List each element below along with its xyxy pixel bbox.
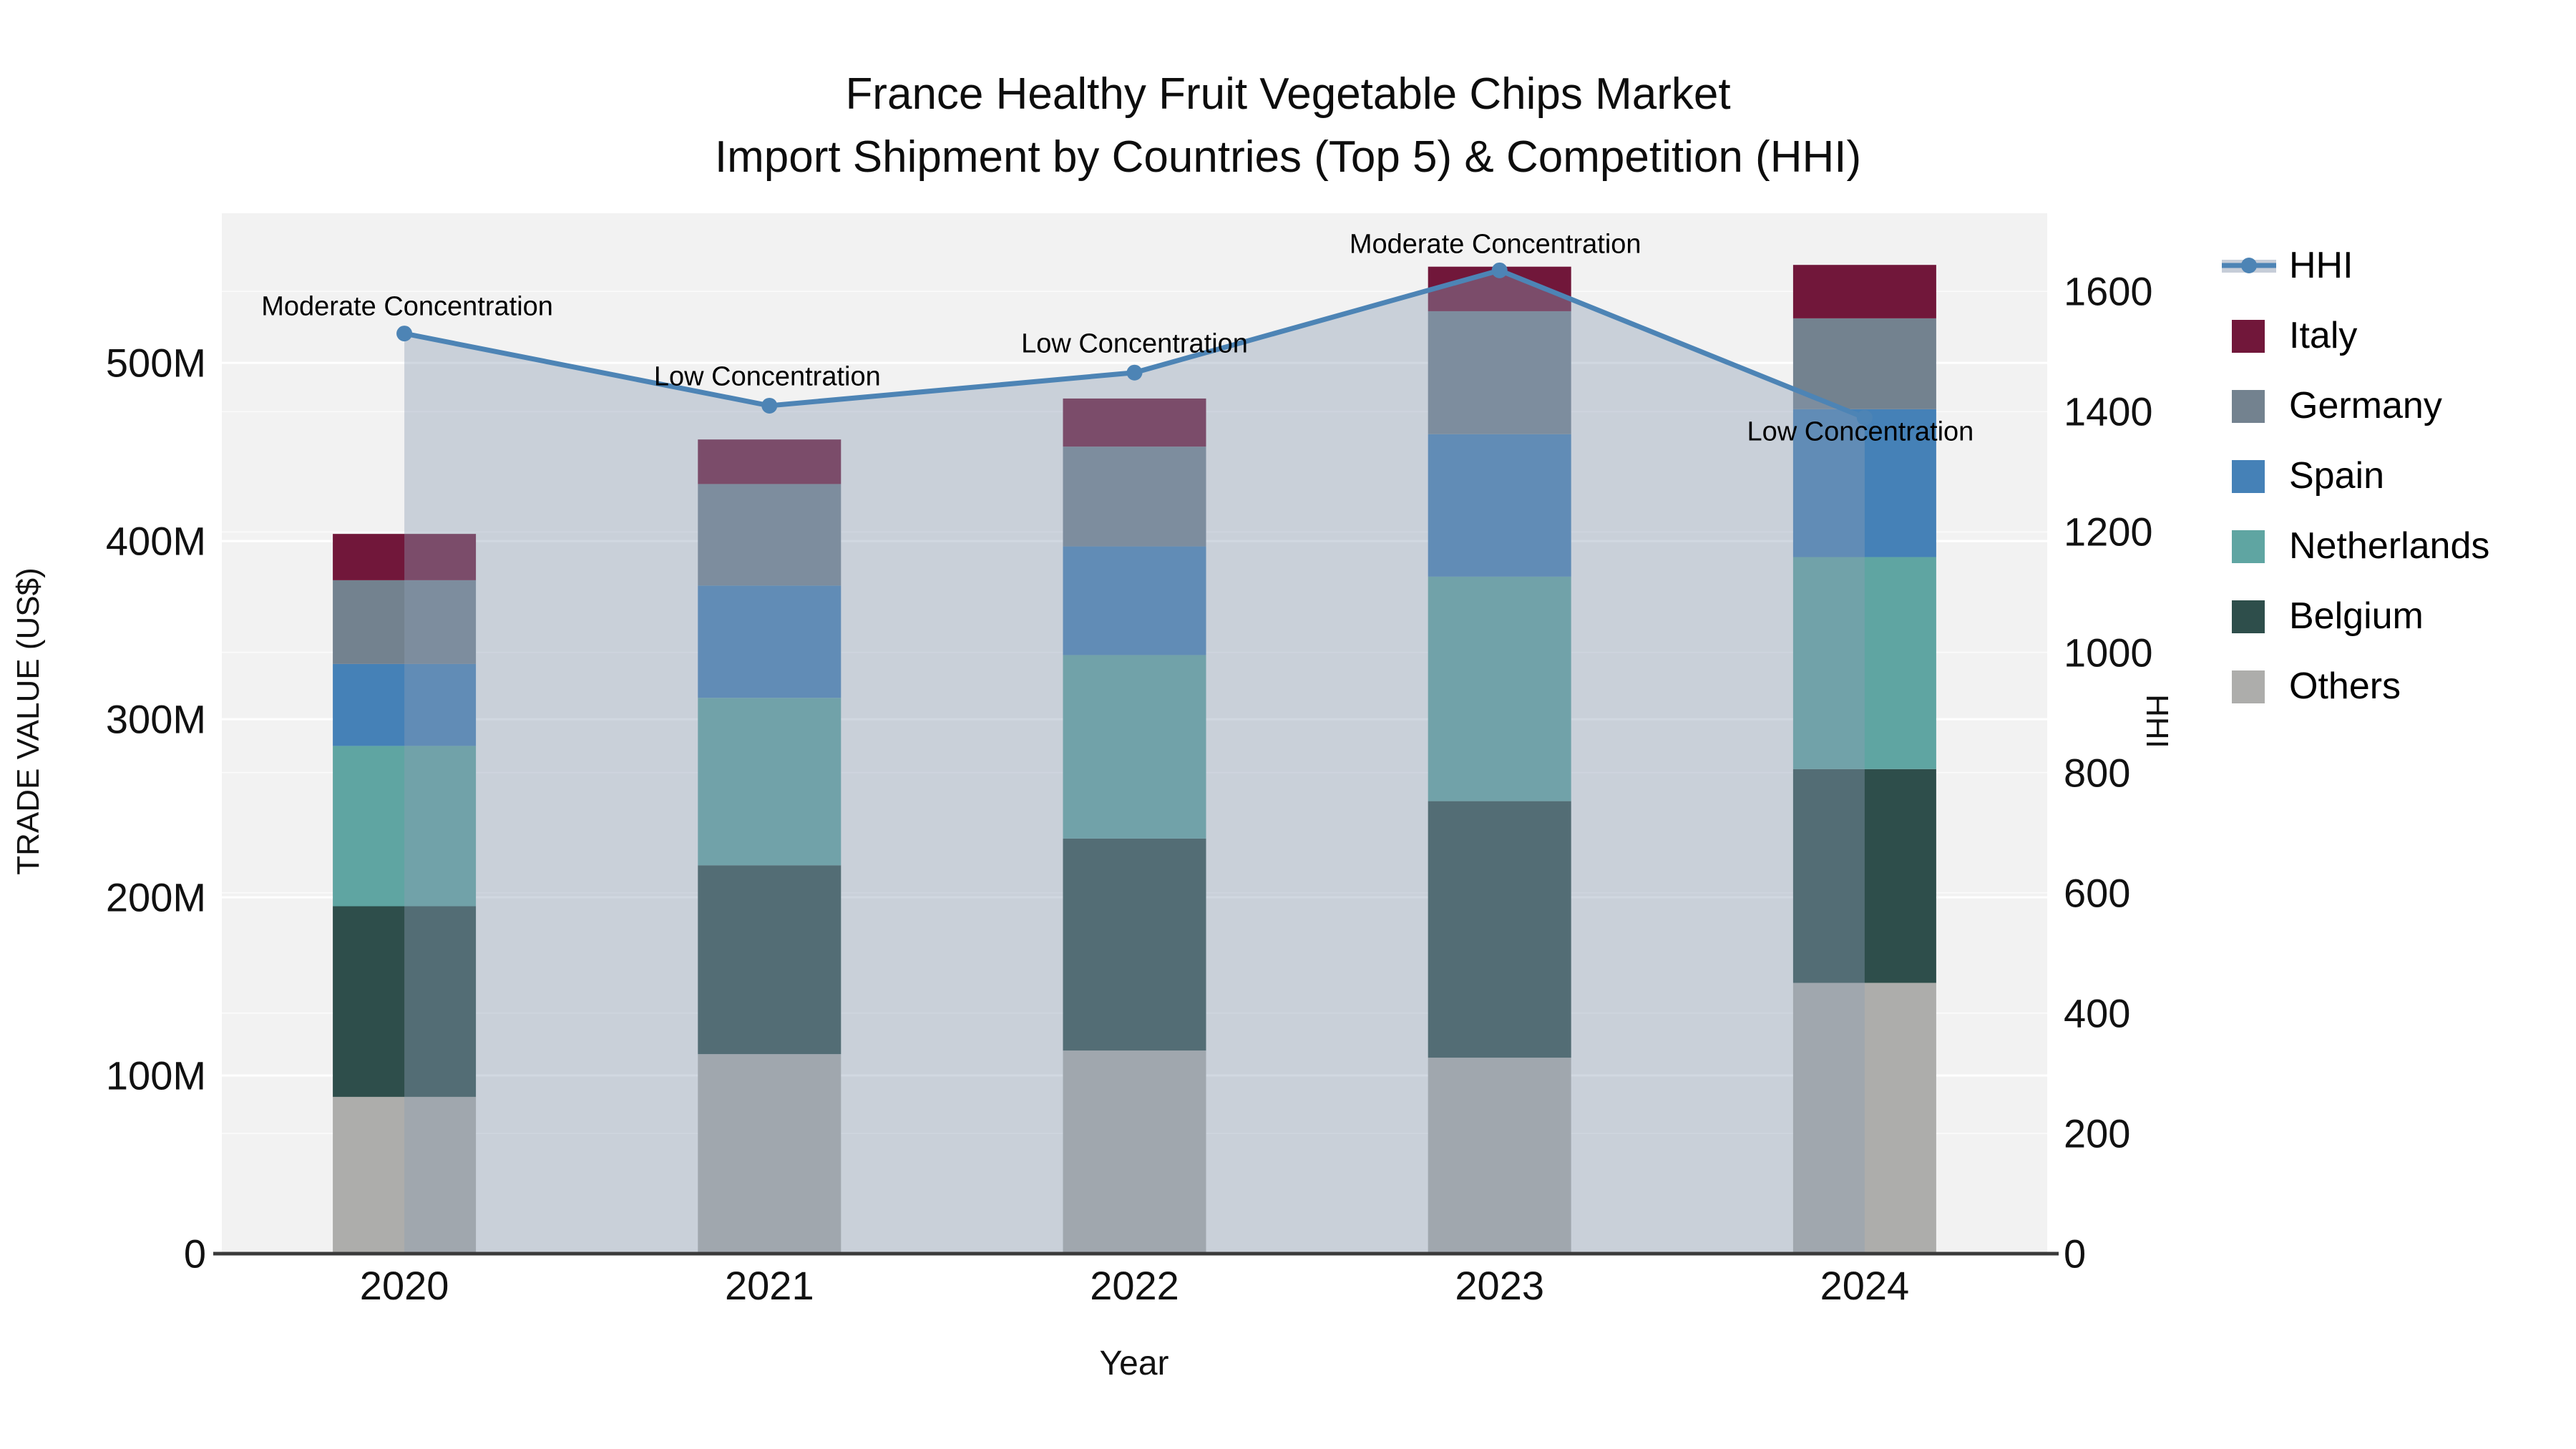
x-tick-2021: 2021	[725, 1263, 814, 1308]
legend-item-germany[interactable]: Germany	[2222, 371, 2489, 441]
bar-segment-others-2020	[333, 1096, 477, 1254]
hhi-area-fill	[404, 270, 1865, 1254]
bar-segment-netherlands-2023	[1428, 576, 1571, 801]
y-left-tick-400M: 400M	[105, 518, 206, 564]
hhi-marker-2021	[761, 397, 778, 414]
legend-label: Germany	[2289, 385, 2442, 426]
legend-label: Italy	[2289, 315, 2358, 356]
y-right-tick-0: 0	[2064, 1231, 2087, 1277]
y-right-tick-1200: 1200	[2064, 509, 2153, 555]
y-left-tick-100M: 100M	[105, 1053, 206, 1098]
bar-segment-others-2021	[698, 1054, 841, 1254]
bar-segment-italy-2022	[1063, 398, 1206, 447]
y-axis-right-title: HHI	[2140, 694, 2175, 748]
annotation-2020: Moderate Concentration	[261, 291, 553, 322]
annotation-2021: Low Concentration	[653, 361, 881, 392]
legend-item-netherlands[interactable]: Netherlands	[2222, 511, 2489, 581]
annotation-2024: Low Concentration	[1747, 416, 1974, 447]
bar-segment-spain-2020	[333, 663, 477, 746]
hhi-marker-2024	[1856, 409, 1873, 426]
bar-segment-spain-2022	[1063, 546, 1206, 655]
bar-segment-others-2022	[1063, 1050, 1206, 1254]
bar-segment-germany-2023	[1428, 311, 1571, 434]
legend-label: HHI	[2289, 245, 2353, 286]
bar-segment-netherlands-2024	[1792, 557, 1936, 769]
y-right-tick-600: 600	[2064, 870, 2131, 916]
bar-segment-belgium-2023	[1428, 801, 1571, 1058]
color-swatch-icon	[2222, 668, 2276, 705]
bar-segment-belgium-2024	[1792, 769, 1936, 983]
color-swatch-icon	[2222, 597, 2276, 635]
legend-item-hhi[interactable]: HHI	[2222, 230, 2489, 301]
y-left-tick-200M: 200M	[105, 874, 206, 920]
color-swatch-icon	[2222, 317, 2276, 354]
bar-segment-italy-2020	[333, 534, 477, 580]
bar-segment-germany-2021	[698, 484, 841, 586]
legend-item-others[interactable]: Others	[2222, 651, 2489, 721]
bar-segment-spain-2024	[1792, 409, 1936, 557]
legend: HHI Italy Germany Spain Netherlands Belgium Ot…	[2222, 230, 2489, 721]
y-right-tick-1000: 1000	[2064, 630, 2153, 675]
annotation-2022: Low Concentration	[1021, 328, 1248, 359]
legend-label: Netherlands	[2289, 525, 2490, 567]
legend-item-belgium[interactable]: Belgium	[2222, 581, 2489, 651]
y-right-tick-400: 400	[2064, 990, 2131, 1036]
legend-label: Others	[2289, 665, 2401, 707]
bar-segment-netherlands-2022	[1063, 655, 1206, 839]
y-left-tick-0: 0	[183, 1231, 206, 1277]
bar-segment-spain-2021	[698, 585, 841, 698]
bar-segment-italy-2024	[1792, 265, 1936, 318]
chart-title-line2: Import Shipment by Countries (Top 5) & C…	[714, 132, 1862, 182]
hhi-line-swatch-icon	[2222, 247, 2276, 284]
bar-segment-germany-2020	[333, 580, 477, 664]
hhi-marker-2020	[396, 326, 413, 342]
x-tick-2024: 2024	[1820, 1263, 1910, 1308]
color-swatch-icon	[2222, 457, 2276, 494]
bar-segment-belgium-2021	[698, 865, 841, 1055]
y-right-tick-800: 800	[2064, 750, 2131, 796]
color-swatch-icon	[2222, 387, 2276, 424]
bar-segment-belgium-2022	[1063, 838, 1206, 1051]
bar-segment-belgium-2020	[333, 906, 477, 1097]
legend-label: Belgium	[2289, 595, 2424, 637]
color-swatch-icon	[2222, 527, 2276, 565]
bar-segment-netherlands-2020	[333, 746, 477, 907]
y-axis-left-title: TRADE VALUE (US$)	[11, 567, 46, 875]
bar-segment-germany-2022	[1063, 447, 1206, 547]
y-left-tick-500M: 500M	[105, 340, 206, 386]
legend-label: Spain	[2289, 455, 2384, 497]
chart-title: France Healthy Fruit Vegetable Chips Mar…	[0, 63, 2576, 189]
y-right-tick-1600: 1600	[2064, 268, 2153, 314]
legend-item-spain[interactable]: Spain	[2222, 441, 2489, 511]
bar-segment-spain-2023	[1428, 434, 1571, 577]
bar-segment-germany-2024	[1792, 318, 1936, 409]
hhi-marker-2022	[1126, 364, 1143, 381]
y-right-tick-1400: 1400	[2064, 389, 2153, 434]
hhi-marker-2023	[1491, 262, 1508, 278]
x-tick-2023: 2023	[1455, 1263, 1544, 1308]
y-right-tick-200: 200	[2064, 1111, 2131, 1156]
chart-title-line1: France Healthy Fruit Vegetable Chips Mar…	[845, 69, 1731, 119]
bar-segment-others-2023	[1428, 1058, 1571, 1254]
bar-segment-netherlands-2021	[698, 698, 841, 866]
x-tick-2020: 2020	[359, 1263, 449, 1308]
x-tick-2022: 2022	[1090, 1263, 1179, 1308]
legend-item-italy[interactable]: Italy	[2222, 301, 2489, 371]
y-left-tick-300M: 300M	[105, 696, 206, 742]
x-axis-title: Year	[1099, 1345, 1169, 1382]
bar-segment-italy-2021	[698, 439, 841, 484]
annotation-2023: Moderate Concentration	[1349, 229, 1641, 260]
bar-segment-others-2024	[1792, 982, 1936, 1254]
